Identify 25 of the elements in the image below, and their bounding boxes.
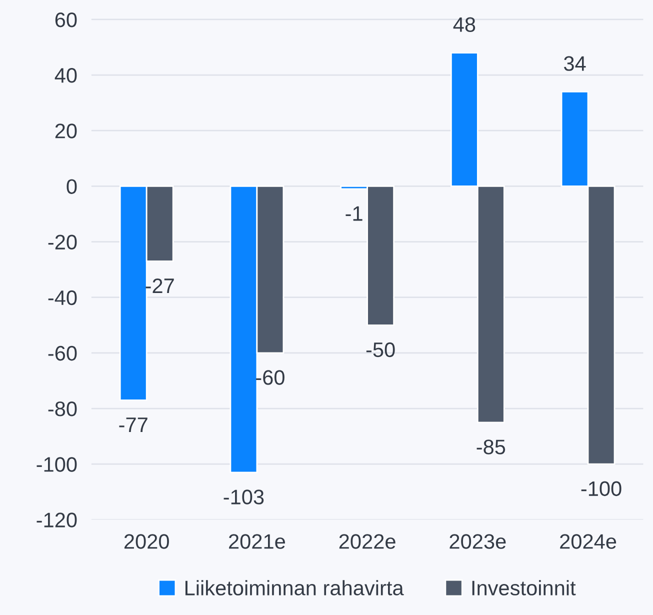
data-label: -77 <box>119 418 148 432</box>
data-label: 48 <box>453 17 476 32</box>
data-label: -85 <box>476 440 506 454</box>
x-tick-label: 2020 <box>124 534 169 549</box>
data-label: -50 <box>366 342 395 358</box>
y-tick-label: -20 <box>48 234 77 250</box>
y-tick-label: 60 <box>55 12 77 28</box>
legend-label: Liiketoiminnan rahavirta <box>185 580 404 596</box>
legend-label: Investoinnit <box>472 580 576 596</box>
y-tick-label: 20 <box>55 124 77 138</box>
y-tick-label: 40 <box>54 68 77 83</box>
data-label: -103 <box>224 490 264 504</box>
x-tick-label: 2021e <box>229 534 285 549</box>
x-tick-label: 2024e <box>560 534 616 549</box>
y-tick-label: -120 <box>36 512 77 528</box>
data-label: -1 <box>346 206 362 221</box>
y-tick-label: -100 <box>36 457 77 472</box>
y-tick-label: -40 <box>48 290 77 306</box>
y-tick-label: -60 <box>48 346 77 361</box>
x-tick-label: 2023e <box>450 534 506 549</box>
y-tick-label: -80 <box>48 402 77 416</box>
data-label: 34 <box>564 56 586 71</box>
y-tick-label: 0 <box>66 179 77 194</box>
x-tick-label: 2022e <box>339 534 396 549</box>
data-label: -100 <box>581 481 622 496</box>
